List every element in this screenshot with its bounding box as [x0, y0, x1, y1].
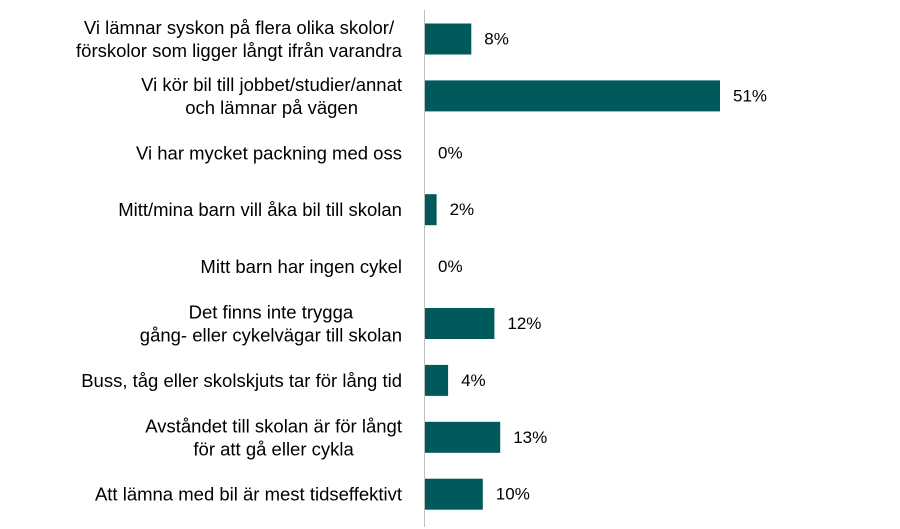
category-label: Att lämna med bil är mest tidseffektivt — [95, 484, 402, 505]
data-label: 0% — [438, 143, 463, 162]
bar — [425, 308, 495, 339]
data-label: 12% — [507, 314, 541, 333]
category-label: Buss, tåg eller skolskjuts tar för lång … — [81, 370, 402, 391]
category-labels-group: Vi lämnar syskon på flera olika skolor/f… — [76, 17, 403, 505]
category-label: Mitt barn har ingen cykel — [200, 256, 402, 277]
bar — [425, 80, 720, 112]
category-label: Vi lämnar syskon på flera olika skolor/ — [84, 17, 395, 38]
category-label: Det finns inte trygga — [189, 302, 354, 323]
category-label: Vi kör bil till jobbet/studier/annat — [141, 74, 402, 95]
data-label: 10% — [496, 485, 530, 504]
category-label: förskolor som ligger långt ifrån varandr… — [76, 40, 403, 61]
bars-group — [425, 23, 720, 510]
bar — [425, 194, 437, 226]
category-label: för att gå eller cykla — [193, 438, 354, 459]
data-label: 51% — [733, 86, 767, 105]
category-label: gång- eller cykelvägar till skolan — [140, 325, 402, 346]
bar — [425, 23, 472, 55]
category-label: Mitt/mina barn vill åka bil till skolan — [118, 199, 402, 220]
data-label: 8% — [484, 30, 509, 49]
data-label: 2% — [450, 200, 475, 219]
bar — [425, 364, 449, 396]
category-label: Avståndet till skolan är för långt — [145, 415, 402, 436]
bar — [425, 478, 483, 510]
data-label: 4% — [461, 371, 486, 390]
bar — [425, 421, 501, 453]
category-label: och lämnar på vägen — [185, 97, 358, 118]
category-label: Vi har mycket packning med oss — [136, 142, 402, 163]
data-label: 0% — [438, 257, 463, 276]
data-label: 13% — [513, 428, 547, 447]
value-labels-group: 8% 51% 0% 2% 0% 12% 4% 13% 10% — [438, 30, 767, 504]
